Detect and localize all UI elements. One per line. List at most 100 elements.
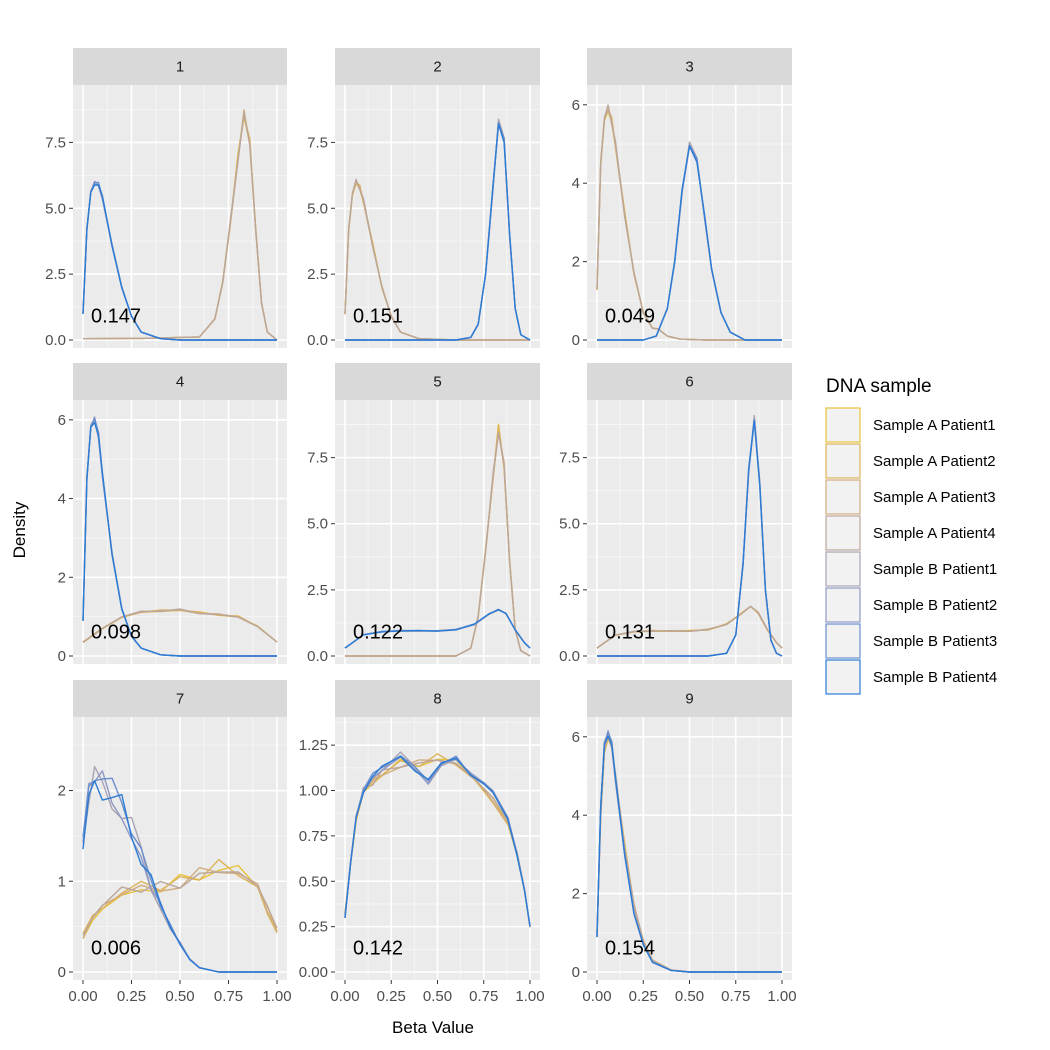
x-tick-label: 0.50 [423, 988, 452, 1005]
density-line-sample-b-patient4 [82, 780, 277, 973]
x-tick-label: 0.00 [68, 988, 97, 1005]
y-tick-label: 7.5 [45, 134, 66, 151]
x-tick-label: 0.75 [721, 988, 750, 1005]
legend-label: Sample A Patient1 [873, 417, 996, 434]
legend-label: Sample B Patient2 [873, 597, 997, 614]
density-line-sample-b-patient4 [82, 421, 277, 657]
y-tick-label: 0.75 [299, 828, 328, 845]
density-curves [596, 730, 782, 973]
facet-strip-label: 4 [176, 374, 184, 391]
legend-entry: Sample B Patient1 [825, 551, 997, 587]
facet-panels: 10.02.55.07.50.14720.02.55.07.50.1513024… [45, 48, 797, 1005]
facet-strip [587, 48, 792, 85]
x-tick-label: 0.25 [377, 988, 406, 1005]
facet-strip-label: 8 [433, 691, 441, 708]
facet-annotation: 0.142 [353, 938, 403, 960]
y-tick-label: 0.25 [299, 919, 328, 936]
facet-strip [335, 363, 540, 400]
legend-entry: Sample A Patient2 [825, 443, 996, 479]
y-tick-label: 5.0 [307, 200, 328, 217]
facet-annotation: 0.151 [353, 306, 403, 328]
legend-label: Sample A Patient3 [873, 489, 996, 506]
y-tick-label: 1.25 [299, 737, 328, 754]
density-line-sample-a-patient4 [82, 871, 278, 936]
legend-entry: Sample A Patient1 [825, 407, 996, 443]
y-tick-label: 1.00 [299, 783, 328, 800]
facet-strip-label: 9 [685, 691, 693, 708]
legend-key [825, 623, 861, 659]
facet-annotation: 0.154 [605, 938, 655, 960]
y-tick-label: 5.0 [45, 200, 66, 217]
density-curves [596, 104, 782, 341]
y-tick-label: 2.5 [559, 582, 580, 599]
legend-label: Sample B Patient3 [873, 633, 997, 650]
legend-entry: Sample B Patient3 [825, 623, 997, 659]
y-tick-label: 0.0 [307, 332, 328, 349]
x-tick-label: 0.00 [330, 988, 359, 1005]
y-tick-label: 5.0 [559, 516, 580, 533]
facet-annotation: 0.147 [91, 306, 141, 328]
x-tick-label: 1.00 [515, 988, 544, 1005]
density-curves [344, 423, 531, 657]
facet-annotation: 0.131 [605, 621, 655, 643]
x-tick-label: 0.00 [582, 988, 611, 1005]
legend-label: Sample B Patient4 [873, 669, 997, 686]
facet-panel-2: 2 0.0 2.5 5.0 7.5 0.151 [307, 48, 540, 349]
density-line-sample-b-patient4 [596, 735, 782, 973]
facet-panel-8: 8 0.00 0.25 0.50 0.75 1.00 1.25 0.00 0.25 0.50 0.7… [299, 680, 545, 1005]
x-tick-label: 0.50 [675, 988, 704, 1005]
y-axis-title: Density [10, 501, 29, 558]
y-tick-label: 0 [58, 964, 66, 981]
facet-panel-9: 9 0 2 4 6 0.00 0.25 0.50 0.75 1.00 0.154 [572, 680, 797, 1005]
y-tick-label: 7.5 [559, 450, 580, 467]
x-tick-label: 1.00 [767, 988, 796, 1005]
y-tick-label: 5.0 [307, 516, 328, 533]
y-tick-label: 4 [58, 491, 66, 508]
y-tick-label: 0.0 [45, 332, 66, 349]
facet-strip [587, 363, 792, 400]
y-tick-label: 1 [58, 873, 66, 890]
x-axis-title: Beta Value [392, 1018, 474, 1037]
density-line-sample-a-patient4 [345, 432, 531, 657]
facet-strip [73, 363, 287, 400]
y-tick-label: 7.5 [307, 450, 328, 467]
facet-strip [73, 680, 287, 717]
legend-label: Sample A Patient4 [873, 525, 996, 542]
density-curves [82, 765, 278, 973]
density-line-sample-b-patient4 [597, 145, 782, 341]
legend-title: DNA sample [826, 376, 932, 397]
facet-annotation: 0.049 [605, 306, 655, 328]
facet-strip-label: 5 [433, 374, 441, 391]
legend-entry: Sample B Patient4 [825, 659, 997, 695]
y-tick-label: 2 [572, 886, 580, 903]
x-tick-label: 0.75 [469, 988, 498, 1005]
legend-key [825, 587, 861, 623]
facet-strip-label: 7 [176, 691, 184, 708]
density-curves [82, 109, 278, 341]
facet-panel-4: 4 0 2 4 6 0.098 [58, 363, 287, 665]
density-line-sample-a-patient4 [596, 104, 782, 341]
facet-panel-7: 7 0 1 2 0.00 0.25 0.50 0.75 1.00 0.006 [58, 680, 292, 1005]
density-line-sample-b-patient4 [344, 609, 531, 649]
x-tick-label: 1.00 [262, 988, 291, 1005]
y-tick-label: 4 [572, 175, 580, 192]
legend-key [825, 443, 861, 479]
facet-annotation: 0.098 [91, 621, 141, 643]
legend-entry: Sample A Patient3 [825, 479, 996, 515]
y-tick-label: 2 [58, 783, 66, 800]
density-line-sample-b-patient4 [597, 419, 783, 657]
x-tick-label: 0.75 [214, 988, 243, 1005]
density-line-sample-b-patient4 [345, 123, 531, 341]
y-tick-label: 2.5 [307, 582, 328, 599]
facet-strip [335, 48, 540, 85]
facet-strip-label: 6 [685, 374, 693, 391]
legend-label: Sample B Patient1 [873, 561, 997, 578]
y-tick-label: 0 [572, 332, 580, 349]
facet-panel-6: 6 0.0 2.5 5.0 7.5 0.131 [559, 363, 792, 665]
y-tick-label: 0.00 [299, 964, 328, 981]
legend-key [825, 551, 861, 587]
y-tick-label: 0.0 [307, 648, 328, 665]
density-line-sample-b-patient4 [344, 755, 531, 927]
facet-strip-label: 1 [176, 59, 184, 76]
